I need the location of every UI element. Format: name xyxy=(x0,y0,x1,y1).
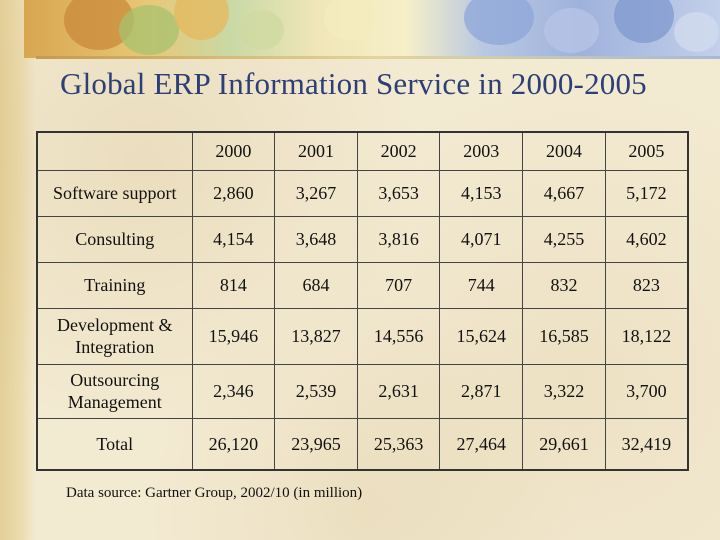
table-cell: 707 xyxy=(356,261,441,309)
table-cell: 15,624 xyxy=(439,307,524,365)
erp-service-table: 2000 2001 2002 2003 2004 2005 Software s… xyxy=(36,131,689,471)
row-label: Software support xyxy=(36,169,193,217)
table-cell: 25,363 xyxy=(356,417,441,471)
table-cell: 16,585 xyxy=(522,307,606,365)
year-header: 2000 xyxy=(191,131,276,171)
row-label: Outsourcing Management xyxy=(36,363,193,419)
table-cell: 4,255 xyxy=(522,215,606,263)
row-label: Consulting xyxy=(36,215,193,263)
table-cell: 5,172 xyxy=(604,169,689,217)
table-row: Development & Integration 15,946 13,827 … xyxy=(36,307,689,365)
table-row: Software support 2,860 3,267 3,653 4,153… xyxy=(36,169,689,217)
table-cell: 29,661 xyxy=(522,417,606,471)
table-cell: 13,827 xyxy=(274,307,358,365)
table-row: Consulting 4,154 3,648 3,816 4,071 4,255… xyxy=(36,215,689,263)
row-label: Development & Integration xyxy=(36,307,193,365)
table-cell: 3,816 xyxy=(356,215,441,263)
table-cell: 3,653 xyxy=(356,169,441,217)
corner-cell xyxy=(36,131,193,171)
table-cell: 4,602 xyxy=(604,215,689,263)
year-header: 2003 xyxy=(439,131,524,171)
table-header-row: 2000 2001 2002 2003 2004 2005 xyxy=(36,131,689,171)
table-cell: 4,667 xyxy=(522,169,606,217)
year-header: 2001 xyxy=(274,131,358,171)
data-source-note: Data source: Gartner Group, 2002/10 (in … xyxy=(66,485,363,501)
banner-divider xyxy=(36,56,720,59)
table-cell: 15,946 xyxy=(191,307,276,365)
floral-banner-image xyxy=(24,0,720,58)
table-cell: 823 xyxy=(604,261,689,309)
year-header: 2005 xyxy=(604,131,689,171)
table-cell: 3,267 xyxy=(274,169,358,217)
table-cell: 18,122 xyxy=(604,307,689,365)
table-cell: 4,154 xyxy=(191,215,276,263)
table-row-total: Total 26,120 23,965 25,363 27,464 29,661… xyxy=(36,417,689,471)
table-cell: 2,346 xyxy=(191,363,276,419)
table-row: Outsourcing Management 2,346 2,539 2,631… xyxy=(36,363,689,419)
table-cell: 2,860 xyxy=(191,169,276,217)
table-cell: 32,419 xyxy=(604,417,689,471)
row-label: Training xyxy=(36,261,193,309)
table-cell: 23,965 xyxy=(274,417,358,471)
year-header: 2004 xyxy=(522,131,606,171)
table-cell: 832 xyxy=(522,261,606,309)
table-cell: 3,322 xyxy=(522,363,606,419)
table-cell: 2,631 xyxy=(356,363,441,419)
table-cell: 4,071 xyxy=(439,215,524,263)
table-cell: 814 xyxy=(191,261,276,309)
table-cell: 3,648 xyxy=(274,215,358,263)
table-cell: 744 xyxy=(439,261,524,309)
table-row: Training 814 684 707 744 832 823 xyxy=(36,261,689,309)
slide-title: Global ERP Information Service in 2000-2… xyxy=(60,66,647,101)
table-cell: 26,120 xyxy=(191,417,276,471)
table-cell: 3,700 xyxy=(604,363,689,419)
table-cell: 27,464 xyxy=(439,417,524,471)
table-cell: 684 xyxy=(274,261,358,309)
row-label: Total xyxy=(36,417,193,471)
table-cell: 4,153 xyxy=(439,169,524,217)
table-cell: 14,556 xyxy=(356,307,441,365)
table-cell: 2,871 xyxy=(439,363,524,419)
left-decorative-strip xyxy=(0,0,36,540)
table-cell: 2,539 xyxy=(274,363,358,419)
year-header: 2002 xyxy=(356,131,441,171)
